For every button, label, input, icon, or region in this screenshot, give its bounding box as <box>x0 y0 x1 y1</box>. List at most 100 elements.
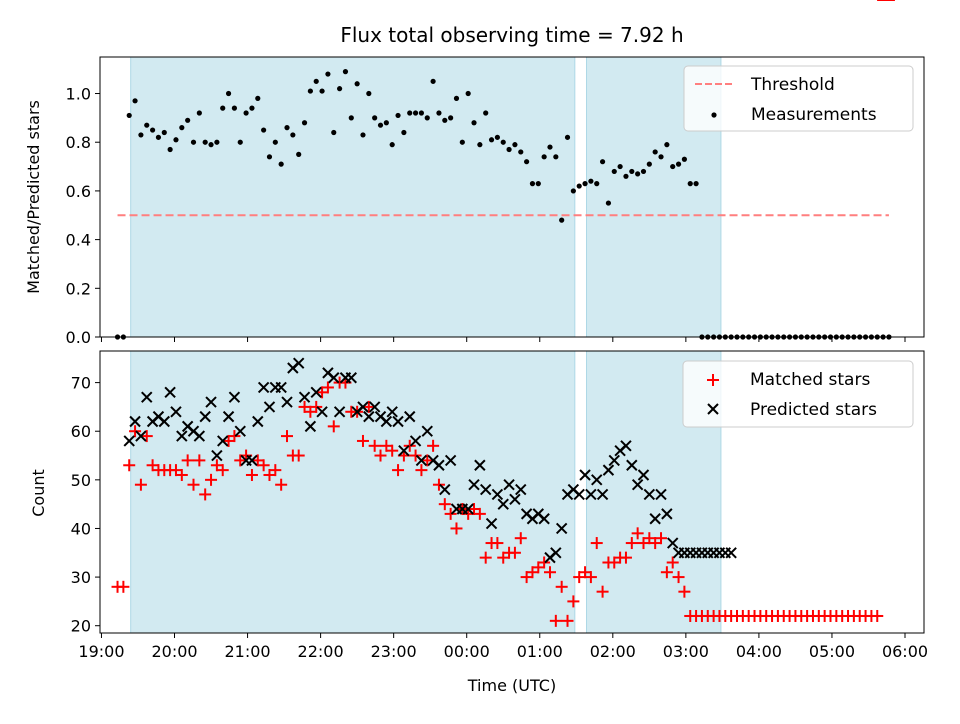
measurement-point <box>512 142 518 148</box>
predicted-star-point <box>433 459 445 471</box>
axes-frame-bottom <box>99 350 925 634</box>
predicted-star-point <box>649 513 661 525</box>
predicted-star-point <box>631 478 644 491</box>
measurement-point <box>483 110 489 116</box>
predicted-star-point <box>328 372 340 384</box>
measurement-point <box>547 144 553 150</box>
predicted-star-point <box>497 498 509 510</box>
x-tick-label: 22:00 <box>298 642 344 661</box>
matched-star-point <box>368 439 381 452</box>
measurement-point <box>261 127 267 133</box>
measurement-point <box>190 139 197 145</box>
matched-star-point <box>421 454 434 467</box>
measurement-point <box>319 88 325 94</box>
measurement-point <box>418 110 425 116</box>
legend-predicted-swatch <box>707 403 719 415</box>
predicted-star-point <box>667 537 679 549</box>
matched-star-point <box>321 381 334 394</box>
predicted-star-point <box>573 488 585 501</box>
predicted-star-point <box>474 459 486 471</box>
y-tick-label: 50 <box>71 471 91 490</box>
predicted-star-point <box>141 391 153 403</box>
predicted-star-point <box>415 454 428 467</box>
measurement-point <box>681 156 687 162</box>
observing-windows-bottom <box>130 350 722 634</box>
measurement-point <box>331 129 337 136</box>
predicted-star-point <box>129 415 141 428</box>
predicted-star-point <box>199 410 211 423</box>
predicted-star-point <box>626 459 638 471</box>
y-tick-label: 30 <box>71 568 91 587</box>
x-tick-label: 03:00 <box>663 642 709 661</box>
measurement-point <box>366 90 372 97</box>
matched-star-point <box>199 488 212 501</box>
y-axis-label-top: Matched/Predicted stars <box>24 100 43 294</box>
measurement-point <box>313 78 319 84</box>
matched-star-point <box>327 420 340 433</box>
predicted-star-point <box>661 508 673 520</box>
measurement-point <box>541 154 547 160</box>
matched-star-point <box>631 527 644 540</box>
matched-star-point <box>386 444 399 457</box>
x-tick-label: 19:00 <box>78 642 124 661</box>
predicted-star-point <box>585 488 597 501</box>
measurement-point <box>383 120 389 126</box>
predicted-star-point <box>123 435 135 447</box>
predicted-star-point <box>637 469 650 481</box>
measurement-point <box>214 139 220 145</box>
predicted-star-point <box>509 493 521 506</box>
legend-measurements-label: Measurements <box>751 105 877 125</box>
measurement-point <box>138 132 144 138</box>
measurement-point <box>594 181 600 187</box>
y-tick-label: 0.4 <box>66 231 91 250</box>
matched-star-point <box>356 434 369 447</box>
matched-star-point <box>549 614 562 627</box>
measurement-point <box>448 115 454 121</box>
matched-star-point <box>134 478 147 491</box>
measurement-point <box>658 154 664 160</box>
measurement-point <box>354 81 360 87</box>
predicted-star-point <box>135 430 147 442</box>
matched-star-point <box>181 454 194 467</box>
predicted-star-point <box>620 440 632 452</box>
measurement-point <box>208 142 214 148</box>
measurement-point <box>155 134 162 140</box>
measurement-point <box>202 139 208 145</box>
measurement-point <box>243 110 249 116</box>
y-tick-label: 0.6 <box>66 182 91 201</box>
matched-star-point <box>432 478 445 491</box>
matched-star-point <box>245 468 258 481</box>
measurement-point <box>453 95 460 101</box>
legend-top: Threshold Measurements <box>683 65 914 132</box>
predicted-star-point <box>304 420 317 433</box>
matched-star-point <box>678 585 691 598</box>
y-axis-label-bottom: Count <box>29 469 48 517</box>
measurement-point <box>687 181 693 187</box>
measurement-point <box>272 139 278 145</box>
measurement-point <box>237 139 243 145</box>
measurement-point <box>296 151 302 157</box>
measurement-point <box>564 134 571 140</box>
measurement-point <box>693 181 699 187</box>
legend-predicted-label: Predicted stars <box>750 400 877 420</box>
measurement-point <box>401 129 407 136</box>
matched-star-point <box>625 537 638 550</box>
matched-star-point <box>193 454 206 467</box>
measurement-point <box>588 178 594 184</box>
measurement-point <box>173 137 179 143</box>
predicted-star-point <box>485 517 498 530</box>
measurement-point <box>266 154 273 160</box>
measurement-point <box>337 86 343 92</box>
predicted-star-point <box>550 547 562 559</box>
measurement-point <box>220 105 226 111</box>
measurement-point <box>395 112 401 119</box>
axes-frame-top <box>99 56 925 338</box>
matched-star-point <box>228 430 241 443</box>
predicted-star-point <box>608 454 620 467</box>
measurement-point <box>465 90 471 97</box>
matched-star-point <box>275 478 288 491</box>
measurement-point <box>506 146 512 153</box>
predicted-star-point <box>421 425 433 437</box>
matched-star-point <box>257 459 270 472</box>
measurement-point <box>249 105 255 111</box>
